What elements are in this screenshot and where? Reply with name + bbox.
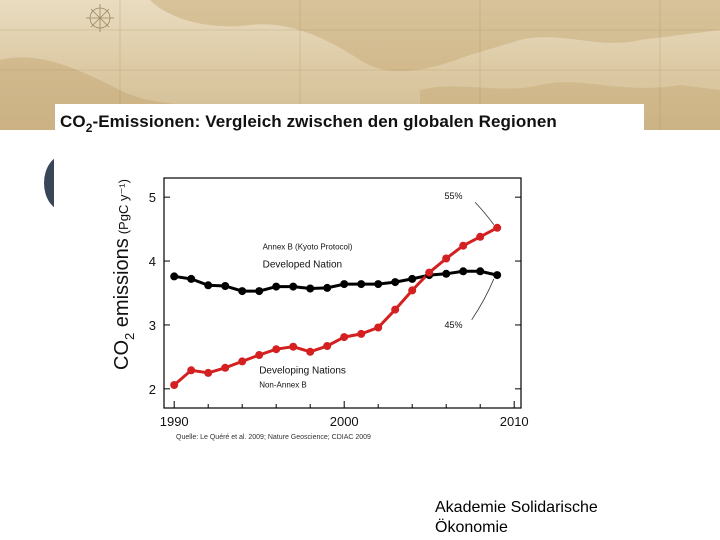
data-point-0 <box>272 282 281 291</box>
y-axis-label: CO2 emissions(PgC y⁻¹) <box>111 179 137 370</box>
data-point-1 <box>255 351 264 359</box>
footer-line-2: Ökonomie <box>435 519 508 536</box>
data-point-0 <box>306 284 315 293</box>
data-point-1 <box>459 241 468 250</box>
data-point-1 <box>238 357 247 366</box>
data-point-1 <box>357 329 366 338</box>
data-point-1 <box>272 345 281 354</box>
data-point-0 <box>204 281 213 290</box>
annotation-label: 55% <box>445 191 463 201</box>
data-point-1 <box>221 363 230 372</box>
footer-line-1: Akademie Solidarische <box>435 499 598 516</box>
globe-image <box>44 155 54 211</box>
data-point-1 <box>170 381 179 389</box>
developing-label-bottom: Non-Annex B <box>259 381 307 390</box>
data-point-1 <box>289 342 298 351</box>
data-point-0 <box>221 282 230 290</box>
y-tick-label: 3 <box>149 318 156 333</box>
data-point-0 <box>459 267 468 276</box>
slide-title: CO2-Emissionen: Vergleich zwischen den g… <box>60 112 557 135</box>
annotation-pointer <box>474 202 495 225</box>
data-point-0 <box>289 282 298 291</box>
data-point-1 <box>476 232 485 241</box>
developed-label-main: Developed Nation <box>263 259 343 270</box>
title-strip <box>55 104 644 134</box>
data-point-0 <box>442 269 451 278</box>
data-point-1 <box>425 268 434 277</box>
series-labels: Annex B (Kyoto Protocol) Developed Nation… <box>259 191 495 390</box>
data-point-1 <box>187 366 196 375</box>
source-note: Quelle: Le Quéré et al. 2009; Nature Geo… <box>176 434 371 441</box>
data-point-0 <box>255 287 264 296</box>
developed-label-top: Annex B (Kyoto Protocol) <box>263 243 353 252</box>
y-tick-label: 5 <box>149 190 156 205</box>
data-point-1 <box>323 342 332 350</box>
data-point-0 <box>374 280 383 289</box>
y-tick-label: 2 <box>149 382 156 397</box>
x-tick-label: 2010 <box>500 414 529 429</box>
co2-emissions-chart: 2 3 4 5 1990 2000 2010 Annex B (Kyoto Protoco… <box>111 177 529 429</box>
data-point-0 <box>187 274 196 283</box>
x-tick-label: 2000 <box>330 414 359 429</box>
series-points <box>170 223 502 389</box>
data-point-1 <box>204 368 213 377</box>
data-point-0 <box>391 278 400 287</box>
data-point-0 <box>340 280 349 289</box>
y-axis-ticks: 2 3 4 5 <box>149 190 521 397</box>
x-axis-ticks: 1990 2000 2010 <box>160 401 529 429</box>
data-point-1 <box>408 286 417 295</box>
data-point-0 <box>323 283 332 292</box>
x-tick-label: 1990 <box>160 414 189 429</box>
data-point-0 <box>476 267 485 276</box>
footer-organization: Akademie Solidarische Ökonomie <box>435 498 675 538</box>
data-point-0 <box>170 272 179 281</box>
data-point-1 <box>374 323 383 332</box>
data-point-0 <box>408 274 417 283</box>
data-point-1 <box>442 254 451 263</box>
data-point-1 <box>340 333 349 342</box>
annotation-label: 45% <box>445 320 463 330</box>
data-point-1 <box>391 305 400 314</box>
data-point-0 <box>493 271 502 280</box>
data-point-0 <box>238 287 247 296</box>
data-point-1 <box>493 223 502 232</box>
developing-label-main: Developing Nations <box>259 366 346 377</box>
annotation-pointer <box>471 278 495 321</box>
y-tick-label: 4 <box>149 254 156 269</box>
plot-frame <box>163 177 522 409</box>
data-point-0 <box>357 280 366 289</box>
data-point-1 <box>306 347 315 356</box>
